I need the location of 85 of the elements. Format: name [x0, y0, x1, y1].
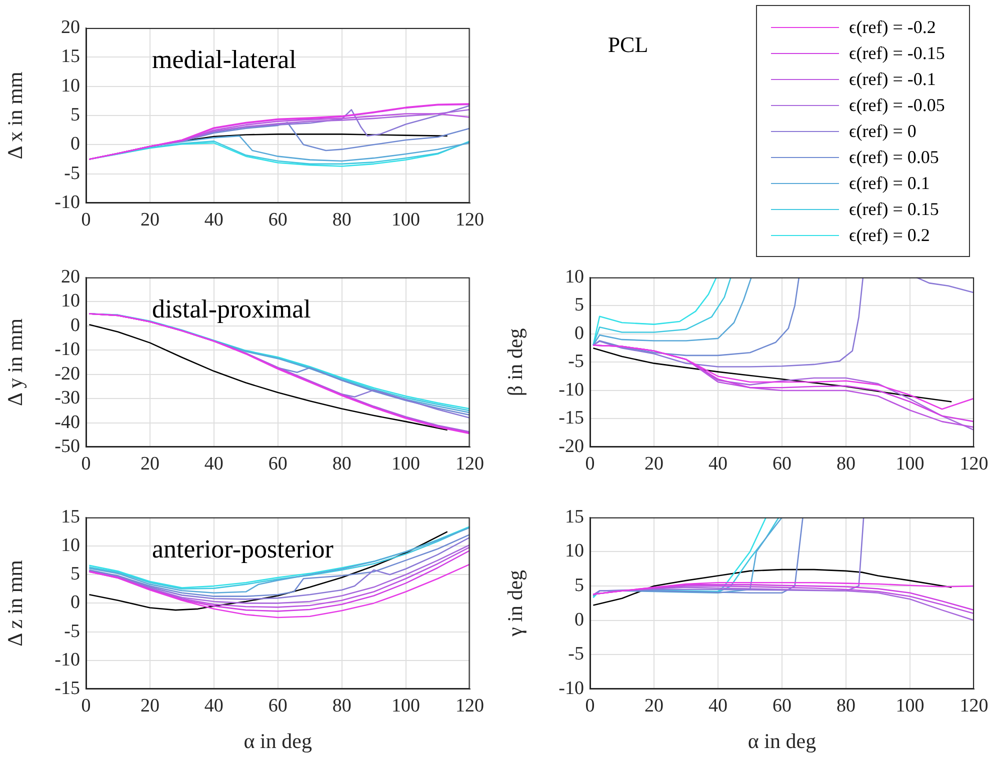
- y-tick-label: 15: [61, 506, 80, 528]
- y-tick-label: -15: [54, 678, 80, 699]
- y-tick-label: 15: [61, 46, 80, 68]
- x-tick-label: 120: [456, 695, 484, 716]
- y-tick-label: 10: [61, 290, 80, 312]
- y-tick-label: -30: [54, 388, 80, 409]
- x-tick-label: 20: [644, 453, 664, 474]
- x-tick-label: 60: [268, 695, 288, 716]
- x-tick-label: 100: [392, 695, 420, 716]
- y-axis-title: Δ x in mm: [3, 72, 28, 160]
- y-tick-label: 5: [574, 575, 584, 596]
- y-tick-label: -10: [558, 678, 584, 699]
- annotation: anterior-posterior: [152, 534, 334, 564]
- y-tick-label: 5: [70, 104, 80, 126]
- legend-label: ϵ(ref) = 0: [849, 120, 916, 142]
- y-tick-label: 0: [574, 322, 584, 344]
- y-tick-label: -50: [54, 436, 80, 457]
- legend-label: ϵ(ref) = 0.05: [849, 146, 939, 168]
- y-axis-title: Δ z in mm: [3, 560, 28, 646]
- y-tick-label: 10: [61, 75, 80, 96]
- legend-label: ϵ(ref) = 0.2: [849, 224, 930, 246]
- x-tick-label: 40: [204, 453, 224, 474]
- y-tick-label: -10: [54, 339, 80, 360]
- x-tick-label: 80: [332, 209, 352, 230]
- y-tick-label: 0: [70, 134, 80, 155]
- x-tick-label: 60: [268, 453, 288, 474]
- y-axis-title: γ in deg: [503, 569, 528, 638]
- x-tick-label: 40: [204, 209, 224, 230]
- y-tick-label: 10: [565, 540, 584, 562]
- y-axis-title: Δ y in mm: [3, 318, 28, 406]
- annotation: distal-proximal: [152, 294, 311, 324]
- y-tick-label: -10: [558, 379, 584, 400]
- legend-label: ϵ(ref) = -0.1: [849, 68, 936, 90]
- y-tick-label: -15: [558, 408, 584, 429]
- x-tick-label: 60: [772, 453, 792, 474]
- y-tick-label: 20: [61, 266, 80, 288]
- x-tick-label: 80: [332, 695, 352, 716]
- x-tick-label: 60: [268, 209, 288, 230]
- chart-title: PCL: [606, 32, 650, 58]
- x-tick-label: 20: [140, 453, 160, 474]
- y-axis-title: β in deg: [503, 328, 528, 396]
- x-tick-label: 120: [456, 453, 484, 474]
- x-tick-label: 80: [836, 453, 856, 474]
- y-tick-label: 0: [574, 609, 584, 630]
- y-tick-label: 0: [70, 314, 80, 336]
- x-tick-label: 80: [332, 453, 352, 474]
- y-tick-label: -20: [54, 363, 80, 384]
- x-tick-label: 20: [140, 695, 160, 716]
- y-tick-label: -5: [64, 162, 80, 184]
- y-tick-label: -10: [54, 192, 80, 213]
- annotation: medial-lateral: [152, 45, 296, 74]
- y-tick-label: 5: [70, 564, 80, 585]
- legend-label: ϵ(ref) = 0.15: [849, 198, 939, 220]
- x-axis-title: α in deg: [748, 728, 817, 753]
- x-tick-label: 40: [708, 453, 728, 474]
- legend-label: ϵ(ref) = -0.05: [849, 94, 945, 116]
- x-tick-label: 100: [896, 695, 924, 716]
- y-tick-label: -40: [54, 412, 80, 433]
- y-tick-label: -5: [568, 351, 584, 372]
- y-tick-label: -5: [64, 620, 80, 642]
- x-axis-title: α in deg: [244, 728, 312, 753]
- y-tick-label: -5: [568, 644, 584, 665]
- y-tick-label: -20: [558, 436, 584, 457]
- x-tick-label: 100: [896, 453, 924, 474]
- x-tick-label: 100: [392, 209, 420, 230]
- legend-label: ϵ(ref) = -0.2: [849, 16, 936, 38]
- legend-label: ϵ(ref) = -0.15: [849, 42, 945, 64]
- y-tick-label: 20: [61, 16, 80, 38]
- x-tick-label: 20: [140, 209, 160, 230]
- y-tick-label: 10: [61, 534, 80, 556]
- x-tick-label: 20: [644, 695, 664, 716]
- legend-label: ϵ(ref) = 0.1: [849, 172, 930, 194]
- y-tick-label: 0: [70, 592, 80, 614]
- y-tick-label: 15: [565, 506, 584, 528]
- x-tick-label: 120: [456, 209, 484, 230]
- x-tick-label: 120: [960, 453, 988, 474]
- x-tick-label: 80: [836, 695, 856, 716]
- y-tick-label: 5: [574, 294, 584, 316]
- x-tick-label: 100: [392, 453, 420, 474]
- y-tick-label: 10: [565, 266, 584, 288]
- x-tick-label: 40: [204, 695, 224, 716]
- x-tick-label: 120: [960, 695, 988, 716]
- x-tick-label: 40: [708, 695, 728, 716]
- y-tick-label: -10: [54, 649, 80, 670]
- x-tick-label: 60: [772, 695, 792, 716]
